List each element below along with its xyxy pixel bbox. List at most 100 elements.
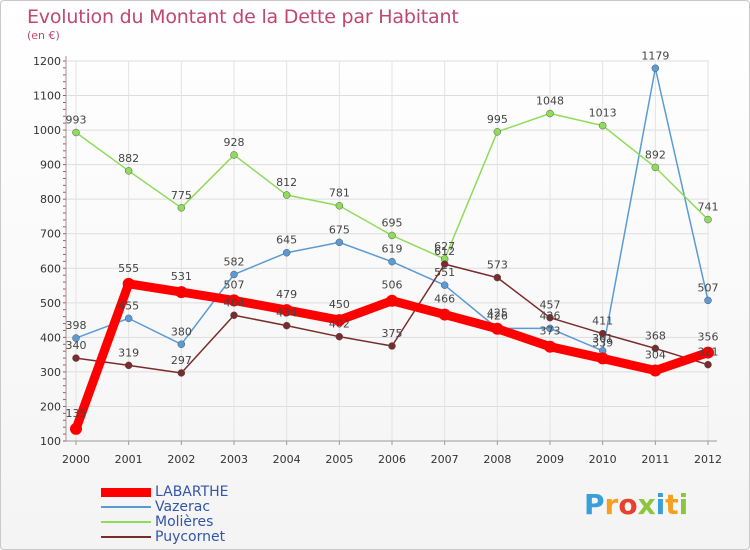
data-point (596, 352, 609, 365)
data-point (72, 128, 80, 137)
data-label: 928 (224, 136, 245, 149)
data-label: 619 (382, 243, 403, 256)
data-label: 297 (171, 354, 192, 367)
x-tick-label: 2007 (431, 453, 459, 466)
data-label: 380 (171, 325, 192, 338)
data-label: 425 (487, 307, 508, 320)
y-tick-label: 300 (40, 366, 61, 379)
data-point (177, 204, 186, 212)
x-tick-label: 2011 (641, 453, 669, 466)
data-label: 426 (540, 309, 561, 322)
data-point (704, 215, 712, 224)
proxiti-logo: Proxiti (584, 488, 688, 521)
data-label: 319 (118, 346, 139, 359)
y-tick-label: 1000 (33, 124, 61, 137)
data-label: 741 (698, 201, 719, 214)
data-label: 995 (487, 113, 508, 126)
x-tick-label: 2002 (167, 453, 195, 466)
logo-letter: t (665, 488, 679, 521)
logo-letter: r (604, 488, 619, 521)
y-tick-label: 1200 (33, 55, 61, 68)
data-point (335, 332, 344, 341)
data-label: 321 (698, 346, 719, 359)
data-label: 135 (66, 407, 87, 420)
legend-label: Molières (155, 514, 214, 530)
data-label: 612 (434, 245, 455, 258)
data-point (493, 273, 502, 282)
logo-letter: i (678, 488, 689, 521)
data-label: 356 (698, 331, 719, 344)
grid (66, 60, 709, 442)
x-tick-label: 2010 (589, 453, 617, 466)
data-point (177, 340, 186, 349)
data-point (598, 121, 607, 130)
legend-swatch (101, 487, 151, 497)
data-label: 450 (329, 298, 350, 311)
data-label: 398 (66, 319, 87, 332)
data-point (335, 201, 344, 210)
data-point (386, 294, 398, 307)
legend-swatch (101, 536, 151, 538)
chart-subtitle: (en €) (27, 29, 60, 42)
data-point (72, 334, 80, 342)
data-point (282, 321, 291, 330)
data-point (177, 369, 186, 377)
data-label: 434 (276, 307, 297, 320)
data-point (124, 167, 133, 175)
x-tick-label: 2008 (483, 453, 511, 466)
data-label: 1013 (589, 107, 617, 120)
logo-letter: o (618, 488, 638, 521)
data-point (493, 128, 502, 136)
data-point (546, 313, 554, 322)
data-label: 645 (276, 234, 297, 247)
data-label: 457 (540, 299, 561, 312)
data-point (546, 109, 554, 118)
data-point (282, 191, 291, 199)
logo-letter: i (655, 488, 666, 521)
data-point (388, 342, 396, 350)
data-label: 555 (118, 262, 139, 275)
data-point (651, 344, 660, 353)
x-tick-label: 2001 (115, 453, 143, 466)
data-label: 775 (171, 189, 192, 202)
legend-swatch (101, 506, 151, 508)
x-tick-label: 2003 (220, 453, 248, 466)
data-label: 426 (487, 309, 508, 322)
data-point (702, 346, 714, 359)
data-label: 781 (329, 187, 350, 200)
data-label: 1179 (641, 49, 669, 62)
y-tick-label: 400 (40, 331, 61, 344)
legend-swatch (101, 521, 151, 523)
data-label: 627 (434, 240, 455, 253)
data-point (651, 163, 660, 172)
y-tick-label: 800 (40, 193, 61, 206)
data-label: 466 (434, 293, 455, 306)
data-point (546, 324, 554, 333)
data-label: 812 (276, 176, 297, 189)
data-label: 464 (224, 296, 245, 309)
data-point (122, 277, 135, 290)
data-label: 506 (382, 279, 403, 292)
data-point (280, 304, 293, 317)
data-labels: 135 555 531 507 479 450 506 466 425 373 339 304 356 3… (66, 49, 719, 420)
data-label: 531 (171, 270, 192, 283)
axes: 100 200 300 400 500 600 700 800 900 1000 1100 1200 2… (33, 55, 722, 466)
data-point (70, 422, 82, 435)
data-label: 479 (276, 288, 297, 301)
data-point (228, 294, 240, 307)
data-label: 455 (118, 299, 139, 312)
data-label: 339 (592, 336, 613, 349)
x-tick-label: 2006 (378, 453, 406, 466)
x-tick-label: 2000 (62, 453, 90, 466)
legend-label: Vazerac (155, 499, 211, 515)
data-point (124, 361, 133, 370)
data-label: 411 (592, 315, 613, 328)
x-tick-label: 2012 (694, 453, 722, 466)
data-label: 675 (329, 223, 350, 236)
y-tick-label: 600 (40, 262, 61, 275)
x-tick-label: 2005 (325, 453, 353, 466)
data-point (440, 260, 449, 268)
legend-label: Puycornet (155, 529, 226, 545)
